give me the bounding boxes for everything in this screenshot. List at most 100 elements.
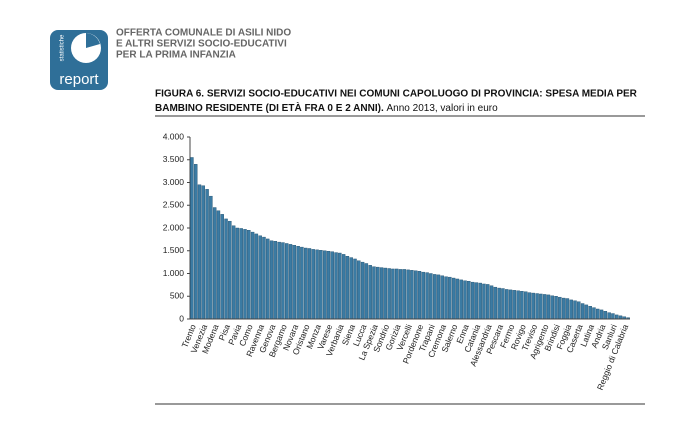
y-tick-label: 3.500 bbox=[163, 154, 185, 164]
bar bbox=[425, 272, 429, 320]
bar bbox=[436, 274, 441, 320]
bar bbox=[611, 313, 615, 320]
bar bbox=[569, 299, 573, 320]
header-line: OFFERTA COMUNALE DI ASILI NIDO bbox=[116, 28, 291, 39]
bar bbox=[402, 269, 407, 320]
bar bbox=[432, 274, 437, 320]
y-tick-label: 2.500 bbox=[163, 200, 185, 210]
bar bbox=[505, 289, 509, 320]
bar bbox=[455, 278, 460, 320]
header-line: PER LA PRIMA INFANZIA bbox=[116, 50, 236, 61]
bar bbox=[345, 256, 350, 320]
bar bbox=[512, 290, 517, 320]
bar bbox=[451, 277, 456, 320]
bar bbox=[440, 275, 444, 320]
bar bbox=[228, 220, 232, 320]
bar bbox=[273, 240, 278, 320]
bar bbox=[376, 266, 380, 320]
bar bbox=[493, 286, 498, 320]
bar bbox=[296, 245, 300, 320]
bar bbox=[596, 308, 600, 320]
bar bbox=[561, 297, 566, 320]
bar bbox=[531, 292, 535, 320]
header-line: E ALTRI SERVIZI SOCIO-EDUCATIVI bbox=[116, 39, 287, 50]
bar bbox=[413, 270, 418, 320]
bar bbox=[372, 266, 376, 320]
bar bbox=[410, 270, 414, 320]
bar bbox=[303, 247, 308, 320]
bar bbox=[592, 307, 596, 320]
bar bbox=[615, 314, 619, 320]
bar bbox=[322, 250, 327, 320]
bar bbox=[520, 291, 524, 320]
y-tick-label: 0 bbox=[179, 313, 184, 323]
bar bbox=[220, 214, 224, 320]
bar bbox=[368, 265, 372, 320]
bar bbox=[201, 185, 205, 320]
bar bbox=[353, 258, 357, 320]
bar bbox=[357, 260, 361, 320]
y-tick-label: 3.000 bbox=[163, 177, 185, 187]
y-tick-label: 2.000 bbox=[163, 222, 185, 232]
bar bbox=[209, 195, 213, 320]
bar bbox=[247, 230, 251, 320]
bar bbox=[607, 312, 611, 320]
bar bbox=[364, 263, 369, 320]
bar bbox=[277, 241, 281, 320]
bar bbox=[250, 231, 255, 320]
bar bbox=[448, 276, 452, 320]
bar bbox=[573, 300, 577, 320]
bar bbox=[398, 269, 403, 320]
bar bbox=[406, 269, 410, 320]
bar bbox=[387, 268, 391, 320]
bar bbox=[395, 268, 399, 320]
y-tick-label: 1.500 bbox=[163, 245, 185, 255]
bar bbox=[266, 238, 270, 320]
logo-text: report bbox=[59, 71, 99, 88]
logo-slice bbox=[86, 33, 100, 48]
bar bbox=[212, 207, 217, 320]
y-tick-label: 1.000 bbox=[163, 268, 185, 278]
bar bbox=[523, 291, 528, 320]
bar bbox=[501, 288, 505, 320]
bar bbox=[489, 285, 494, 320]
bar bbox=[539, 293, 543, 320]
bar bbox=[330, 251, 334, 320]
bar bbox=[508, 289, 513, 320]
bar bbox=[311, 249, 315, 320]
bar bbox=[334, 252, 338, 320]
bar bbox=[550, 295, 554, 320]
bar bbox=[319, 250, 323, 320]
bar bbox=[292, 245, 297, 320]
bar bbox=[542, 294, 547, 320]
bar bbox=[429, 273, 433, 320]
bar bbox=[197, 184, 202, 320]
bar bbox=[577, 301, 581, 320]
bar bbox=[315, 249, 319, 320]
bar bbox=[383, 267, 388, 320]
bar bbox=[193, 164, 198, 320]
bar bbox=[341, 254, 346, 320]
bar bbox=[580, 303, 585, 320]
chart-title: BAMBINO RESIDENTE (DI ETÀ FRA 0 E 2 ANNI… bbox=[155, 101, 384, 114]
bar bbox=[478, 282, 482, 320]
bar bbox=[349, 257, 353, 320]
bar bbox=[467, 281, 471, 320]
bar bbox=[603, 311, 608, 320]
bar bbox=[235, 227, 240, 320]
bar bbox=[285, 243, 289, 320]
bar bbox=[584, 304, 589, 320]
bar bbox=[546, 294, 551, 320]
bar bbox=[459, 279, 463, 320]
bar bbox=[307, 248, 312, 320]
bar bbox=[391, 268, 395, 320]
chart-title: BAMBINO RESIDENTE (DI ETÀ FRA 0 E 2 ANNI… bbox=[155, 101, 498, 114]
bar bbox=[379, 267, 384, 320]
bar bbox=[300, 246, 304, 320]
bar bbox=[516, 290, 520, 320]
bar bbox=[470, 281, 475, 320]
bar bbox=[535, 293, 539, 320]
bar bbox=[360, 261, 365, 320]
bar bbox=[239, 228, 243, 320]
